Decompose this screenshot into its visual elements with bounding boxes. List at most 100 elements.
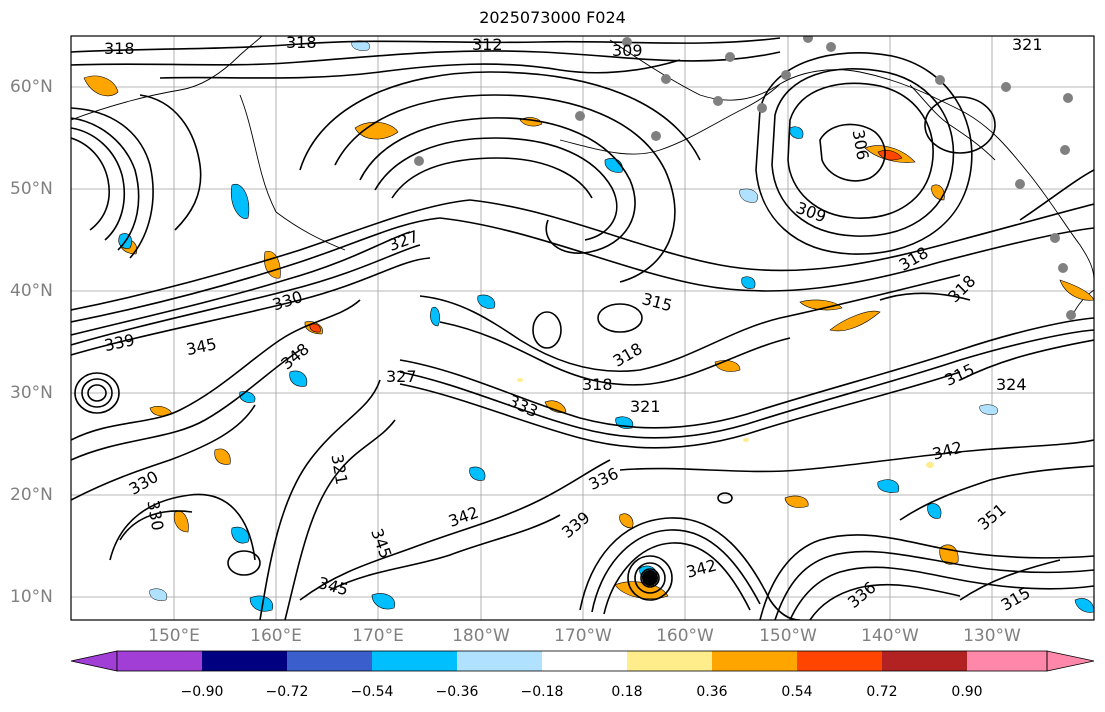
contour-east-band-1 <box>759 534 1094 620</box>
patch-neg-13 <box>249 595 274 612</box>
colorbar-bin-5 <box>457 651 542 671</box>
patch-neg-10 <box>877 479 900 493</box>
contour-central-low-2 <box>374 137 618 241</box>
contour-nw-trough-1 <box>71 107 154 259</box>
lon-label-170w: 170°W <box>554 626 612 646</box>
colorbar-tick-label: −0.54 <box>350 684 394 700</box>
colorbar-tick-label: −0.90 <box>180 684 224 700</box>
patch-pos-11 <box>173 510 189 533</box>
contour-mid-2 <box>439 321 791 386</box>
weak-positive-patches <box>517 378 934 468</box>
cyclone-core-ring-3 <box>627 555 673 601</box>
patch-pos-10 <box>214 448 231 465</box>
patch-pos-6 <box>931 184 945 201</box>
station-dot <box>414 156 424 166</box>
contour-band-north-2 <box>71 50 781 66</box>
contour-mid-1 <box>419 274 961 373</box>
contour-south-1 <box>259 379 381 620</box>
contour-west-meander-3 <box>71 404 256 501</box>
coastline-alaska-panhandle <box>909 84 996 161</box>
map-background <box>71 36 1094 620</box>
colorbar-bin-3 <box>287 651 372 671</box>
patch-neg-11 <box>927 503 942 519</box>
shaded-field <box>83 40 1094 613</box>
lon-label-130w: 130°W <box>963 626 1021 646</box>
lon-label-170e: 170°E <box>352 626 404 646</box>
station-dot <box>622 37 632 47</box>
contour-south-2 <box>284 419 396 620</box>
contour-east-3 <box>959 559 1061 601</box>
colorbar-tick-label: 0.36 <box>696 684 728 700</box>
contour-ne-low-1 <box>787 82 934 219</box>
station-dot <box>713 96 723 106</box>
contour-label: 318 <box>582 375 613 394</box>
contour-loop-1 <box>532 311 562 349</box>
graticule <box>71 36 1094 620</box>
contour-west-closed-1 <box>227 550 261 576</box>
lon-label-160w: 160°W <box>656 626 714 646</box>
contour-jet-2 <box>71 244 421 346</box>
colorbar-bin-9 <box>797 651 882 671</box>
colorbar-frame <box>116 650 1048 672</box>
patch-neg-6 <box>430 306 440 327</box>
patch-weakneg-3 <box>979 404 998 415</box>
contour-nw-trough-3 <box>71 127 126 241</box>
contour-label: 324 <box>996 375 1027 394</box>
contour-central-low-3 <box>391 157 593 199</box>
contour-central-low-4 <box>334 94 676 283</box>
contour-nw-trough-2 <box>71 117 140 251</box>
contour-loop-4 <box>924 96 996 154</box>
lon-label-180w: 180°W <box>452 626 510 646</box>
contour-label: 318 <box>286 33 317 52</box>
station-dot <box>1050 233 1060 243</box>
station-dot <box>1001 82 1011 92</box>
patch-weakpos-2 <box>743 438 749 442</box>
station-dot <box>1066 310 1076 320</box>
station-dot <box>935 75 945 85</box>
contour-west-high-2 <box>81 378 113 408</box>
colorbar-bin-11 <box>967 651 1047 671</box>
colorbar-bin-7 <box>627 651 712 671</box>
station-dot <box>1060 145 1070 155</box>
colorbar-bin-2 <box>202 651 287 671</box>
patch-pos-2 <box>354 121 399 140</box>
colorbar-tick-label: 0.54 <box>781 684 813 700</box>
lon-label-160e: 160°E <box>250 626 302 646</box>
colorbar-bin-1 <box>117 651 202 671</box>
cyclone-center <box>642 570 658 586</box>
contour-label: 309 <box>612 41 643 60</box>
contour-nw-trough-4 <box>71 137 110 231</box>
contour-ne-low-core <box>819 123 886 182</box>
station-dot <box>651 131 661 141</box>
station-dot <box>1015 179 1025 189</box>
contour-west-meander-2 <box>71 349 301 461</box>
contour-west-meander-5 <box>119 510 193 541</box>
lon-label-150e: 150°E <box>148 626 200 646</box>
station-dot <box>1058 263 1068 273</box>
contour-west-meander-4 <box>109 493 256 561</box>
stations <box>414 36 1076 320</box>
weak-negative-patches <box>149 40 998 601</box>
contour-jet-3 <box>71 231 411 336</box>
contour-west-high-3 <box>87 384 107 402</box>
colorbar-tick-label: −0.18 <box>520 684 564 700</box>
cyclone-core-ring-2 <box>634 562 666 594</box>
patch-neg-15 <box>1074 598 1094 613</box>
contour-subtrop-2 <box>399 329 1094 439</box>
contour-jet-5 <box>71 199 471 311</box>
colorbar-bin-10 <box>882 651 967 671</box>
patch-pos-8 <box>829 310 881 332</box>
patch-pos-16 <box>1059 279 1094 301</box>
contour-loop-3 <box>717 492 733 504</box>
patch-neg-16 <box>741 276 756 289</box>
contour-loop-5 <box>879 292 971 301</box>
patch-weakpos-1 <box>926 462 934 468</box>
colorbar-tick-label: −0.72 <box>265 684 309 700</box>
negative-patches <box>118 126 1094 613</box>
station-dot <box>661 74 671 84</box>
colorbar-tick-label: 0.72 <box>866 684 898 700</box>
map-area: 318 318 312 309 321 306 309 327 330 339 … <box>71 33 1094 620</box>
lat-label-50n: 50°N <box>10 179 53 199</box>
contour-east-1 <box>619 439 1094 473</box>
